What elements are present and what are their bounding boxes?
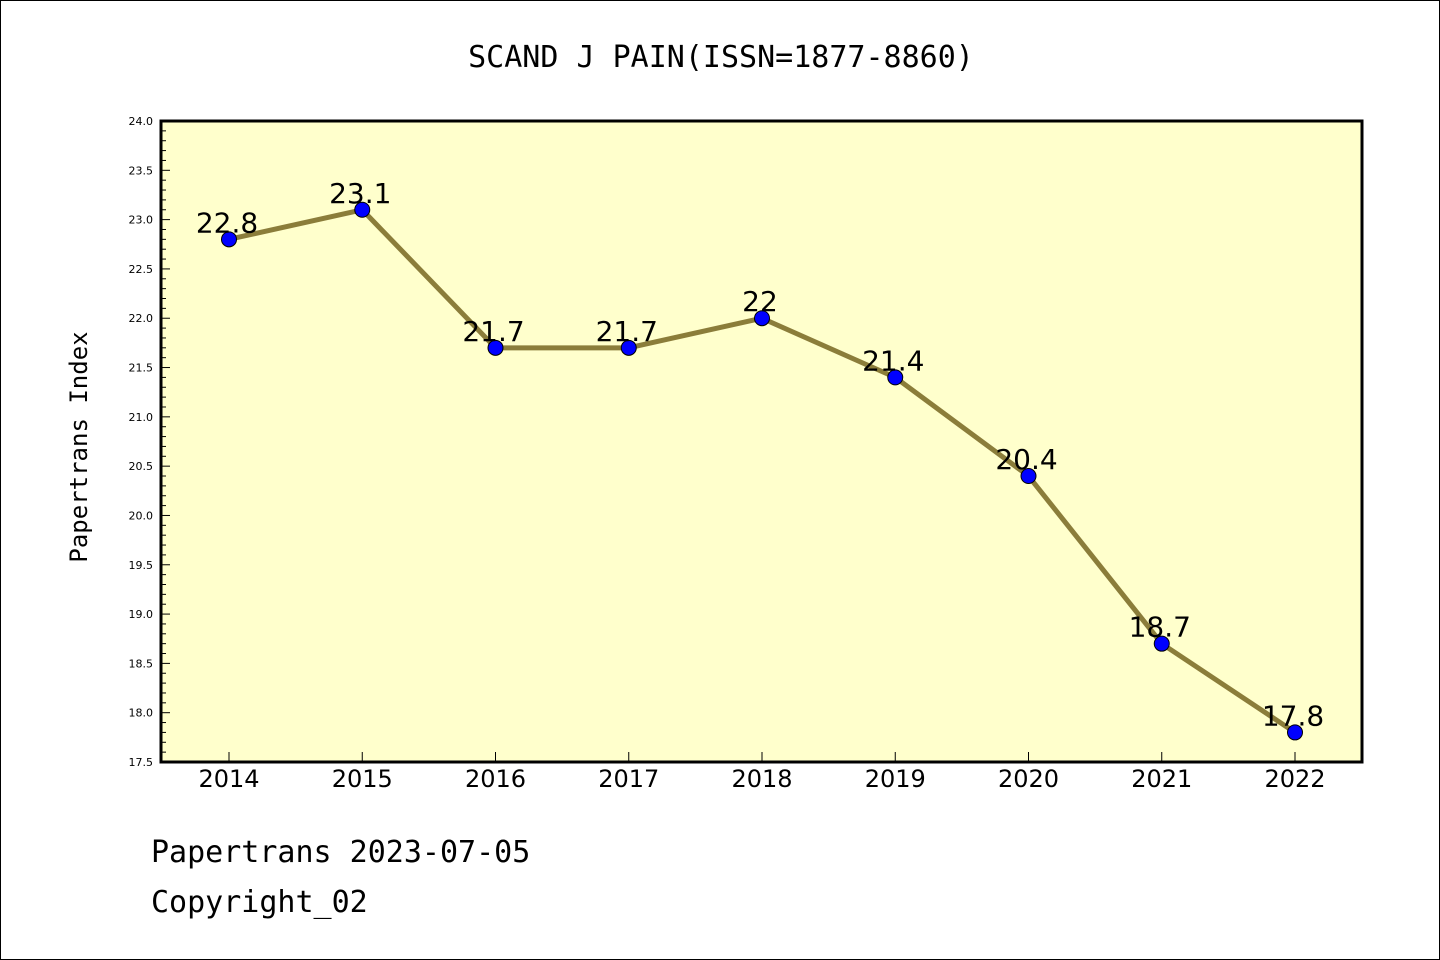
y-tick-label: 18.5 xyxy=(129,657,154,670)
x-tick-label: 2015 xyxy=(332,765,393,793)
data-point xyxy=(487,339,504,356)
data-labels: 22.8 23.1 21.7 21.7 22 21.4 20.4 18.7 17.8 xyxy=(196,177,1324,733)
data-point xyxy=(887,369,904,386)
y-tick-label: 18.0 xyxy=(129,707,154,720)
data-label: 21.7 xyxy=(596,315,658,348)
data-label: 21.4 xyxy=(862,344,924,377)
x-tick-label: 2018 xyxy=(731,765,792,793)
footer-copyright-text: Copyright_02 xyxy=(151,885,368,920)
data-point xyxy=(1020,468,1037,485)
y-tick-label: 19.5 xyxy=(129,559,154,572)
x-axis: 2014 2015 2016 2017 2018 2019 2020 2021 2022 xyxy=(198,752,1326,793)
y-tick-label: 21.5 xyxy=(129,362,154,375)
y-axis: 17.5 18.0 18.5 19.0 19.5 20.0 20.5 21.0 21.5 22.0… xyxy=(129,115,170,769)
x-tick-label: 2021 xyxy=(1131,765,1192,793)
y-tick-label: 20.5 xyxy=(129,460,154,473)
y-tick-label: 23.5 xyxy=(129,164,154,177)
x-tick-label: 2022 xyxy=(1264,765,1325,793)
data-label: 23.1 xyxy=(329,177,391,210)
data-label: 21.7 xyxy=(462,315,524,348)
x-tick-label: 2016 xyxy=(465,765,526,793)
data-point xyxy=(754,310,770,327)
x-tick-label: 2014 xyxy=(198,765,259,793)
y-tick-label: 21.0 xyxy=(129,411,154,424)
y-tick-label: 22.0 xyxy=(129,312,154,325)
data-label: 20.4 xyxy=(995,443,1057,476)
plot-area xyxy=(159,119,1364,764)
y-tick-label: 24.0 xyxy=(129,115,154,128)
data-point xyxy=(1153,635,1170,652)
y-axis-label: Papertrans Index xyxy=(65,331,93,562)
y-tick-label: 17.5 xyxy=(129,756,154,769)
y-tick-label: 22.5 xyxy=(129,263,154,276)
footer-date-text: Papertrans 2023-07-05 xyxy=(151,835,531,870)
data-label: 22 xyxy=(742,285,778,318)
data-point xyxy=(1287,724,1303,741)
series-markers xyxy=(221,201,1303,741)
data-point xyxy=(221,231,237,248)
x-tick-label: 2020 xyxy=(998,765,1059,793)
x-tick-label: 2019 xyxy=(865,765,926,793)
data-label: 22.8 xyxy=(196,206,258,239)
data-point xyxy=(620,339,637,356)
y-tick-label: 23.0 xyxy=(129,214,154,227)
y-tick-label: 20.0 xyxy=(129,509,154,522)
x-tick-label: 2017 xyxy=(598,765,659,793)
data-label: 17.8 xyxy=(1262,699,1324,732)
data-point xyxy=(354,201,371,218)
chart-title: SCAND J PAIN(ISSN=1877-8860) xyxy=(468,40,974,75)
y-tick-label: 19.0 xyxy=(129,608,154,621)
data-label: 18.7 xyxy=(1129,611,1191,644)
